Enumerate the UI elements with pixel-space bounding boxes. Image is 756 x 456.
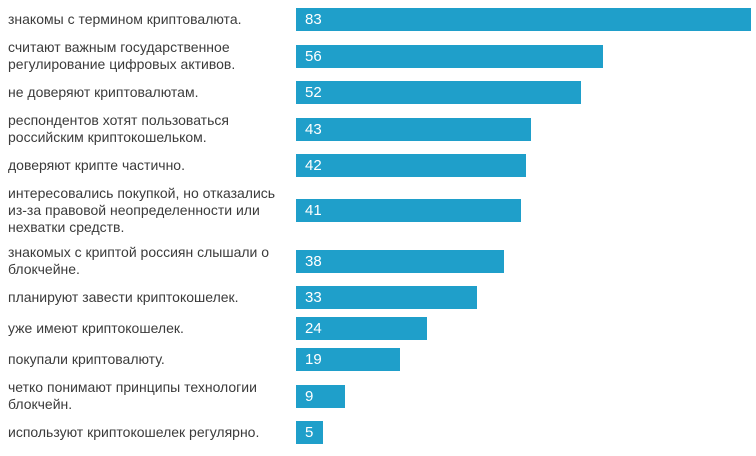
bar: 33 xyxy=(296,286,477,309)
chart-row: доверяют крипте частично. 42 xyxy=(0,154,756,177)
row-label: считают важным государственное регулиров… xyxy=(8,39,236,72)
bar-track: 24 xyxy=(296,317,756,340)
bar-track: 38 xyxy=(296,249,756,273)
chart-row: интересовались покупкой, но отказались и… xyxy=(0,185,756,236)
row-label: покупали криптовалюту. xyxy=(8,351,165,367)
bar-track: 41 xyxy=(296,199,756,222)
chart-row: считают важным государственное регулиров… xyxy=(0,39,756,73)
bar: 19 xyxy=(296,348,401,371)
chart-row: используют криптокошелек регулярно. 5 xyxy=(0,421,756,444)
bar-track: 42 xyxy=(296,154,756,177)
bar-value-label: 56 xyxy=(305,47,322,65)
chart-row: уже имеют криптокошелек. 24 xyxy=(0,317,756,340)
bar-track: 43 xyxy=(296,117,756,141)
bar: 9 xyxy=(296,384,346,408)
bar-value-label: 5 xyxy=(305,424,314,441)
chart-row: покупали криптовалюту. 19 xyxy=(0,348,756,371)
bar: 24 xyxy=(296,317,428,340)
chart-row: знакомы с термином криптовалюта. 83 xyxy=(0,8,756,31)
row-label: планируют завести криптокошелек. xyxy=(8,289,239,305)
row-label: не доверяют криптовалютам. xyxy=(8,84,199,100)
bar-track: 52 xyxy=(296,81,756,104)
row-label: уже имеют криптокошелек. xyxy=(8,320,184,336)
chart-row: не доверяют криптовалютам. 52 xyxy=(0,81,756,104)
bar-value-label: 43 xyxy=(305,120,322,138)
bar-value-label: 42 xyxy=(305,157,322,174)
bar-track: 56 xyxy=(296,44,756,68)
bar-value-label: 24 xyxy=(305,320,322,337)
bar: 42 xyxy=(296,154,526,177)
row-label: знакомы с термином криптовалюта. xyxy=(8,11,242,27)
bar: 52 xyxy=(296,81,581,104)
row-label: четко понимают принципы технологии блокч… xyxy=(8,379,257,412)
chart-row: четко понимают принципы технологии блокч… xyxy=(0,379,756,413)
row-label: респондентов хотят пользоваться российск… xyxy=(8,112,229,145)
bar-value-label: 83 xyxy=(305,11,322,28)
row-label: знакомых с криптой россиян слышали о бло… xyxy=(8,244,270,277)
chart-row: планируют завести криптокошелек. 33 xyxy=(0,286,756,309)
bar: 41 xyxy=(296,199,521,222)
bar: 56 xyxy=(296,44,603,68)
chart-row: знакомых с криптой россиян слышали о бло… xyxy=(0,244,756,278)
bar-track: 83 xyxy=(296,8,756,31)
bar: 83 xyxy=(296,8,751,31)
bar-track: 19 xyxy=(296,348,756,371)
bar: 38 xyxy=(296,249,505,273)
bar: 5 xyxy=(296,421,324,444)
bar-track: 9 xyxy=(296,384,756,408)
bar-value-label: 19 xyxy=(305,351,322,368)
row-label: доверяют крипте частично. xyxy=(8,157,185,173)
row-label: интересовались покупкой, но отказались и… xyxy=(8,185,276,235)
bar: 43 xyxy=(296,117,532,141)
bar-value-label: 41 xyxy=(305,202,322,219)
bar-value-label: 38 xyxy=(305,252,322,270)
bar-value-label: 9 xyxy=(305,387,314,405)
bar-value-label: 33 xyxy=(305,289,322,306)
row-label: используют криптокошелек регулярно. xyxy=(8,424,260,440)
bar-track: 33 xyxy=(296,286,756,309)
chart-row: респондентов хотят пользоваться российск… xyxy=(0,112,756,146)
bar-track: 5 xyxy=(296,421,756,444)
bar-value-label: 52 xyxy=(305,84,322,101)
